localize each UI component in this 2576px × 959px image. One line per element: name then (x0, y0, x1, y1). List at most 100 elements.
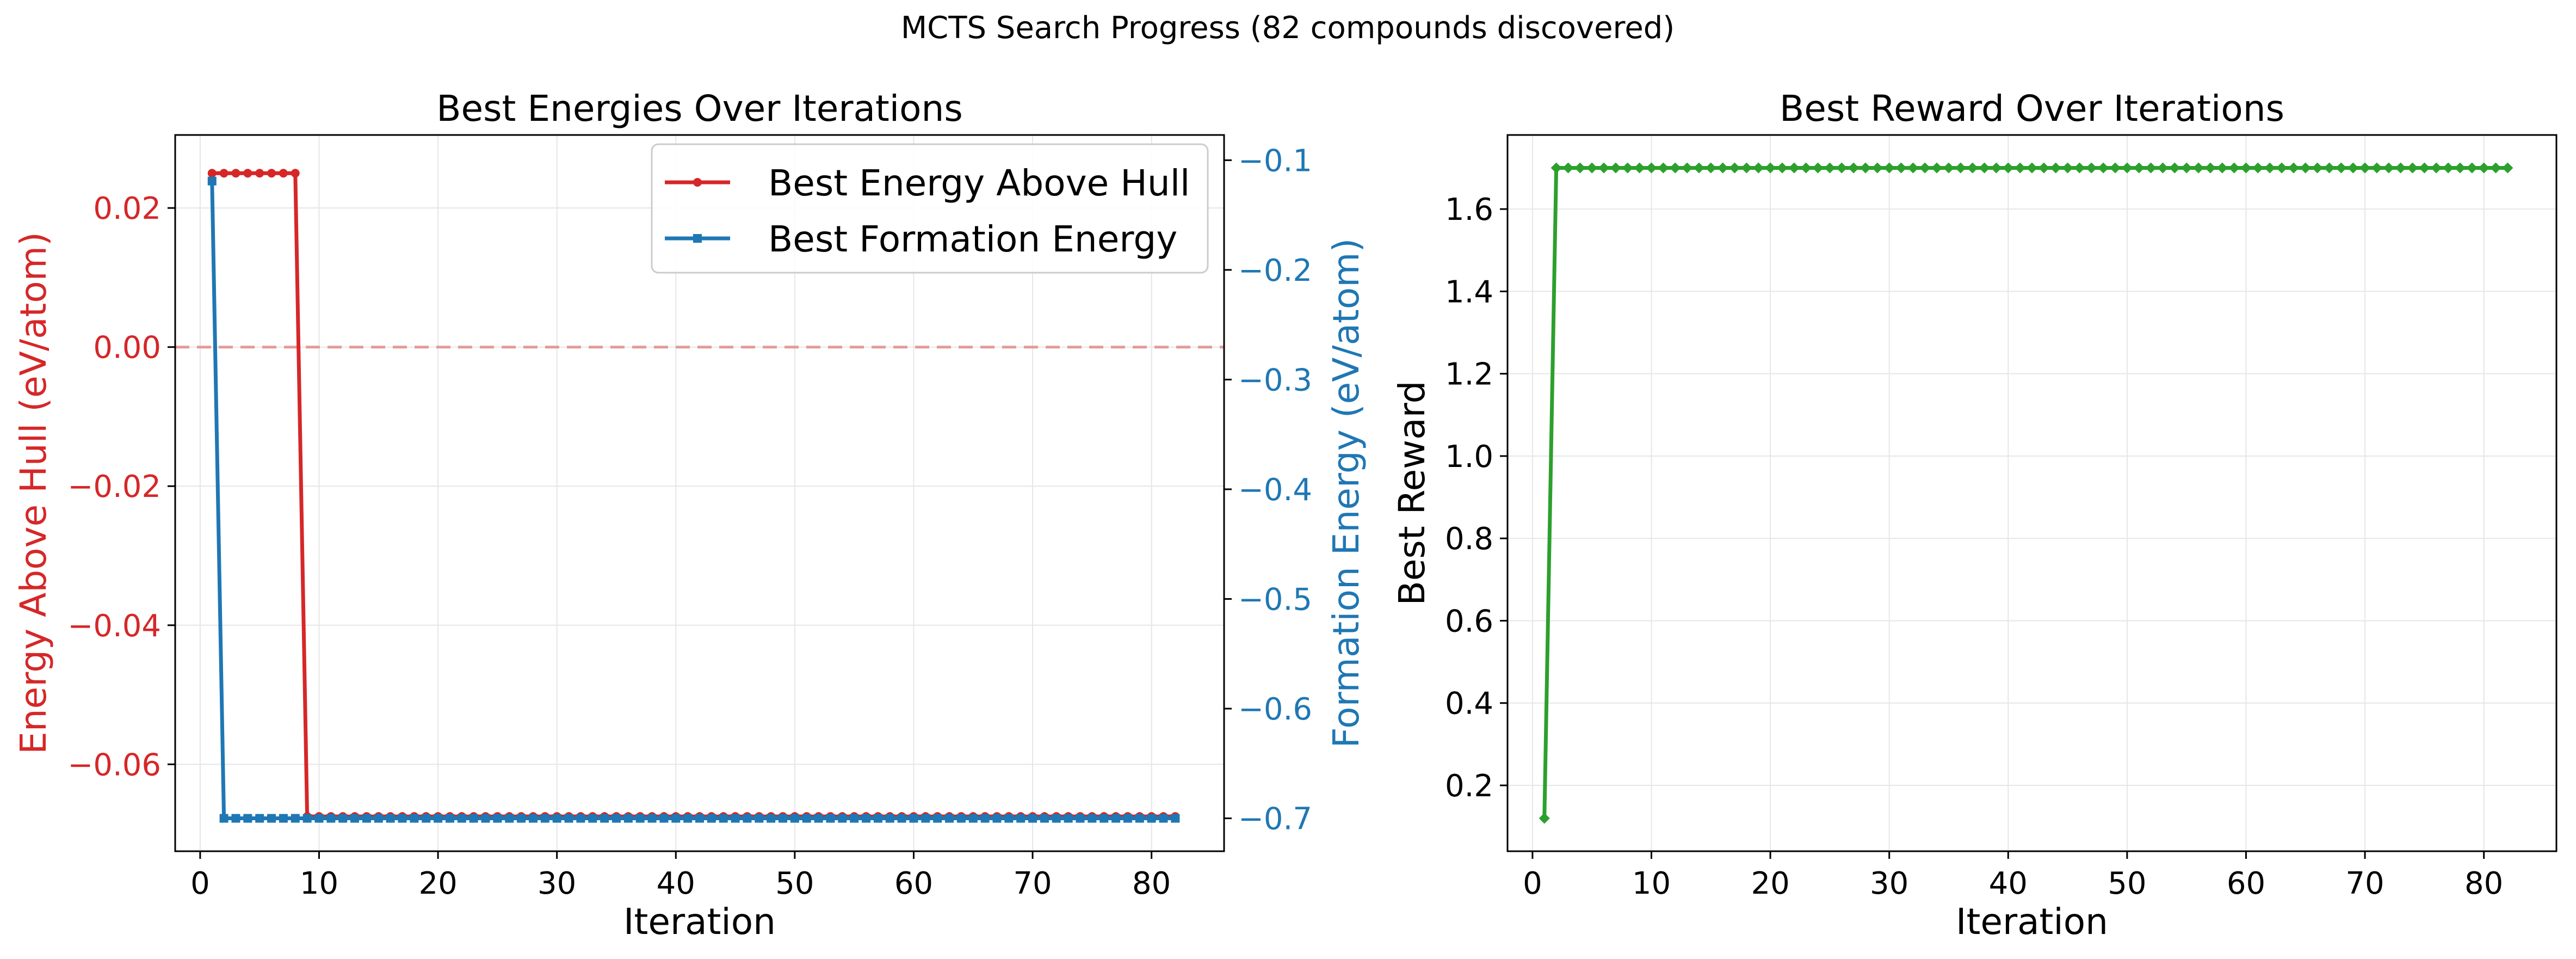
series-best-reward-point (1729, 162, 1740, 174)
series-energy-above-hull-point (207, 169, 217, 178)
series-formation-energy-point (623, 814, 633, 823)
series-formation-energy-point (956, 814, 966, 823)
series-best-reward-point (1741, 162, 1752, 174)
series-best-reward-point (2502, 162, 2513, 174)
series-formation-energy-point (1052, 814, 1061, 823)
chart-energies-x-label: Iteration (623, 901, 776, 943)
legend-box (651, 143, 1209, 274)
series-best-reward-point (2300, 162, 2311, 174)
series-formation-energy-point (1099, 814, 1109, 823)
chart-energies-x-tick-label: 60 (894, 866, 933, 901)
legend-label-formation-energy: Best Formation Energy (768, 218, 1177, 260)
series-formation-energy-point (671, 814, 681, 823)
series-best-reward-point (2121, 162, 2133, 174)
series-formation-energy-point (588, 814, 597, 823)
legend-marker-energy-above-hull (693, 178, 702, 187)
series-formation-energy-point (302, 814, 312, 823)
series-best-reward-point (1931, 162, 1943, 174)
series-best-reward-point (1860, 162, 1871, 174)
series-formation-energy-point (422, 814, 431, 823)
chart-energies-x-tick-label: 70 (1013, 866, 1052, 901)
series-formation-energy-point (945, 814, 954, 823)
series-formation-energy-point (493, 814, 502, 823)
series-formation-energy-point (992, 814, 1002, 823)
series-formation-energy-point (386, 814, 395, 823)
chart-energies-y-right-tick-label: −0.4 (1238, 472, 1312, 508)
series-best-reward-point (1705, 162, 1716, 174)
series-best-reward-point (2181, 162, 2192, 174)
series-best-reward-point (1634, 162, 1645, 174)
series-energy-above-hull-point (255, 169, 264, 178)
chart-reward-grid (1508, 135, 2556, 851)
series-best-reward-point (1848, 162, 1860, 174)
series-best-reward-point (1598, 162, 1610, 174)
series-best-reward-point (1562, 162, 1574, 174)
series-formation-energy-point (481, 814, 490, 823)
series-formation-energy-point (1088, 814, 1097, 823)
series-best-reward-point (2145, 162, 2157, 174)
series-formation-energy-point (469, 814, 478, 823)
series-formation-energy-point (909, 814, 918, 823)
series-best-reward-point (2454, 162, 2466, 174)
series-formation-energy-point (255, 814, 264, 823)
chart-reward-x-tick-label: 10 (1632, 866, 1671, 901)
series-best-reward-point (1658, 162, 1669, 174)
chart-reward: 0 10 20 30 40 50 60 70 80 0.2 0.4 0.6 0.8 1.0 1.2 1.4 1… (1391, 88, 2558, 943)
series-best-reward-point (2359, 162, 2371, 174)
chart-energies-y-label-right: Formation Energy (eV/atom) (1325, 238, 1367, 748)
chart-reward-series-group (1539, 162, 2513, 824)
series-formation-energy-point (1064, 814, 1073, 823)
series-formation-energy-point (635, 814, 645, 823)
series-formation-energy-point (921, 814, 930, 823)
series-formation-energy-point (790, 814, 799, 823)
series-best-reward-point (2157, 162, 2169, 174)
series-best-reward-point (1610, 162, 1621, 174)
chart-reward-y-tick-label: 0.8 (1445, 521, 1493, 557)
series-formation-energy-point (731, 814, 740, 823)
series-best-reward-point (2086, 162, 2097, 174)
series-best-reward-point (2204, 162, 2216, 174)
chart-energies-x-tick-label: 40 (657, 866, 695, 901)
series-formation-energy-point (540, 814, 549, 823)
series-best-reward-point (1883, 162, 1895, 174)
chart-energies-y-right-tick-label: −0.1 (1238, 143, 1312, 179)
series-formation-energy-point (647, 814, 657, 823)
chart-reward-x-tick-label: 70 (2345, 866, 2384, 901)
series-best-reward-point (1967, 162, 1978, 174)
series-formation-energy-point (279, 814, 288, 823)
chart-reward-x-ticks: 0 10 20 30 40 50 60 70 80 (1523, 851, 2503, 901)
series-formation-energy-point (933, 814, 942, 823)
series-best-reward-point (2276, 162, 2288, 174)
series-best-reward-point (1907, 162, 1919, 174)
series-formation-energy-point (1159, 814, 1168, 823)
series-formation-energy-point (980, 814, 990, 823)
series-best-reward-point (2383, 162, 2394, 174)
series-formation-energy-point (1123, 814, 1132, 823)
series-best-reward-point (2228, 162, 2240, 174)
series-best-reward-point (2324, 162, 2335, 174)
chart-reward-y-tick-label: 0.6 (1445, 604, 1493, 639)
series-best-reward-point (1539, 813, 1550, 824)
series-formation-energy-point (683, 814, 693, 823)
series-best-reward-point (1670, 162, 1681, 174)
legend-label-energy-above-hull: Best Energy Above Hull (768, 162, 1190, 204)
series-formation-energy-point (398, 814, 407, 823)
chart-energies-y-tick-label: −0.06 (67, 747, 161, 783)
series-best-reward-point (1693, 162, 1704, 174)
series-formation-energy-point (873, 814, 882, 823)
chart-energies: 0 10 20 30 40 50 60 70 80 −0.06 −0.04 −0.02 0.00 0.0… (13, 88, 1367, 943)
series-best-reward-point (1765, 162, 1776, 174)
series-formation-energy-point (267, 814, 276, 823)
series-best-reward-point (1753, 162, 1764, 174)
series-formation-energy-point (659, 814, 669, 823)
figure-suptitle: MCTS Search Progress (82 compounds disco… (901, 10, 1675, 46)
series-best-reward-point (1717, 162, 1728, 174)
series-formation-energy-point (1028, 814, 1037, 823)
series-formation-energy-point (802, 814, 811, 823)
chart-energies-frame (174, 134, 1225, 852)
chart-reward-frame (1506, 134, 2558, 852)
series-energy-above-hull-point (279, 169, 288, 178)
series-best-reward-point (1824, 162, 1836, 174)
series-formation-energy-point (445, 814, 454, 823)
